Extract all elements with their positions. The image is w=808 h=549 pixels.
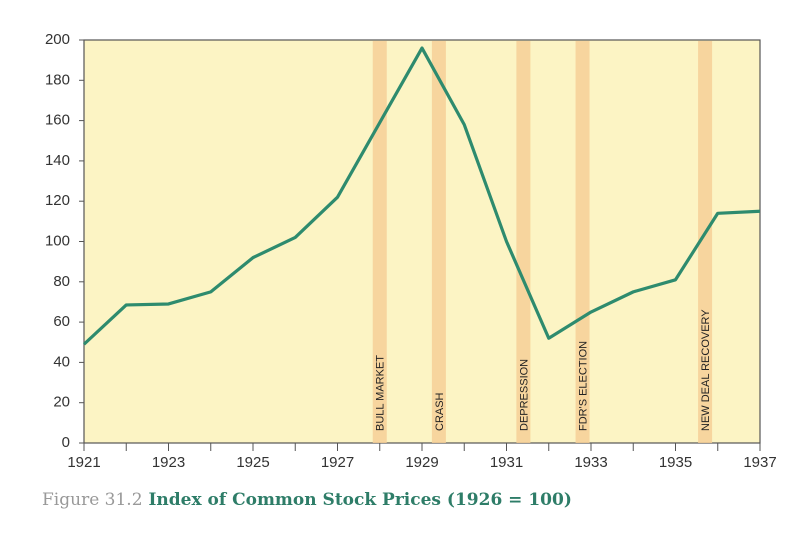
event-band [575, 41, 590, 443]
event-label: FDR'S ELECTION [577, 341, 589, 431]
data-line [82, 46, 761, 346]
chart-title: Index of Common Stock Prices (1926 = 100… [148, 490, 571, 510]
x-tick-label: 1937 [743, 454, 776, 471]
event-label: BULL MARKET [375, 355, 387, 431]
event-band [431, 41, 446, 443]
x-tick-label: 1921 [67, 454, 100, 471]
caption: Figure 31.2 Index of Common Stock Prices… [42, 490, 572, 510]
y-tick-label: 200 [45, 31, 70, 48]
caption-label: Figure 31.2 [42, 490, 143, 510]
y-tick-label: 140 [45, 152, 70, 169]
y-tick-label: 160 [45, 112, 70, 129]
y-tick-label: 180 [45, 71, 70, 88]
event-band [516, 41, 531, 443]
y-tick-label: 80 [53, 273, 70, 290]
y-tick-label: 60 [53, 313, 70, 330]
x-tick-label: 1931 [490, 454, 523, 471]
event-label: CRASH [434, 392, 446, 431]
event-label: NEW DEAL RECOVERY [700, 309, 712, 431]
x-tick-label: 1933 [574, 454, 607, 471]
event-band [698, 41, 713, 443]
x-tick-label: 1935 [659, 454, 692, 471]
x-tick-label: 1929 [405, 454, 438, 471]
y-tick-label: 100 [45, 232, 70, 249]
x-tick-label: 1925 [236, 454, 269, 471]
y-tick-label: 40 [53, 353, 70, 370]
plot-area [83, 39, 761, 444]
x-tick-label: 1927 [321, 454, 354, 471]
y-tick-label: 20 [53, 394, 70, 411]
event-band [372, 41, 387, 443]
y-tick-label: 120 [45, 192, 70, 209]
x-tick-label: 1923 [152, 454, 185, 471]
y-tick-label: 0 [62, 434, 70, 451]
event-label: DEPRESSION [518, 359, 530, 431]
